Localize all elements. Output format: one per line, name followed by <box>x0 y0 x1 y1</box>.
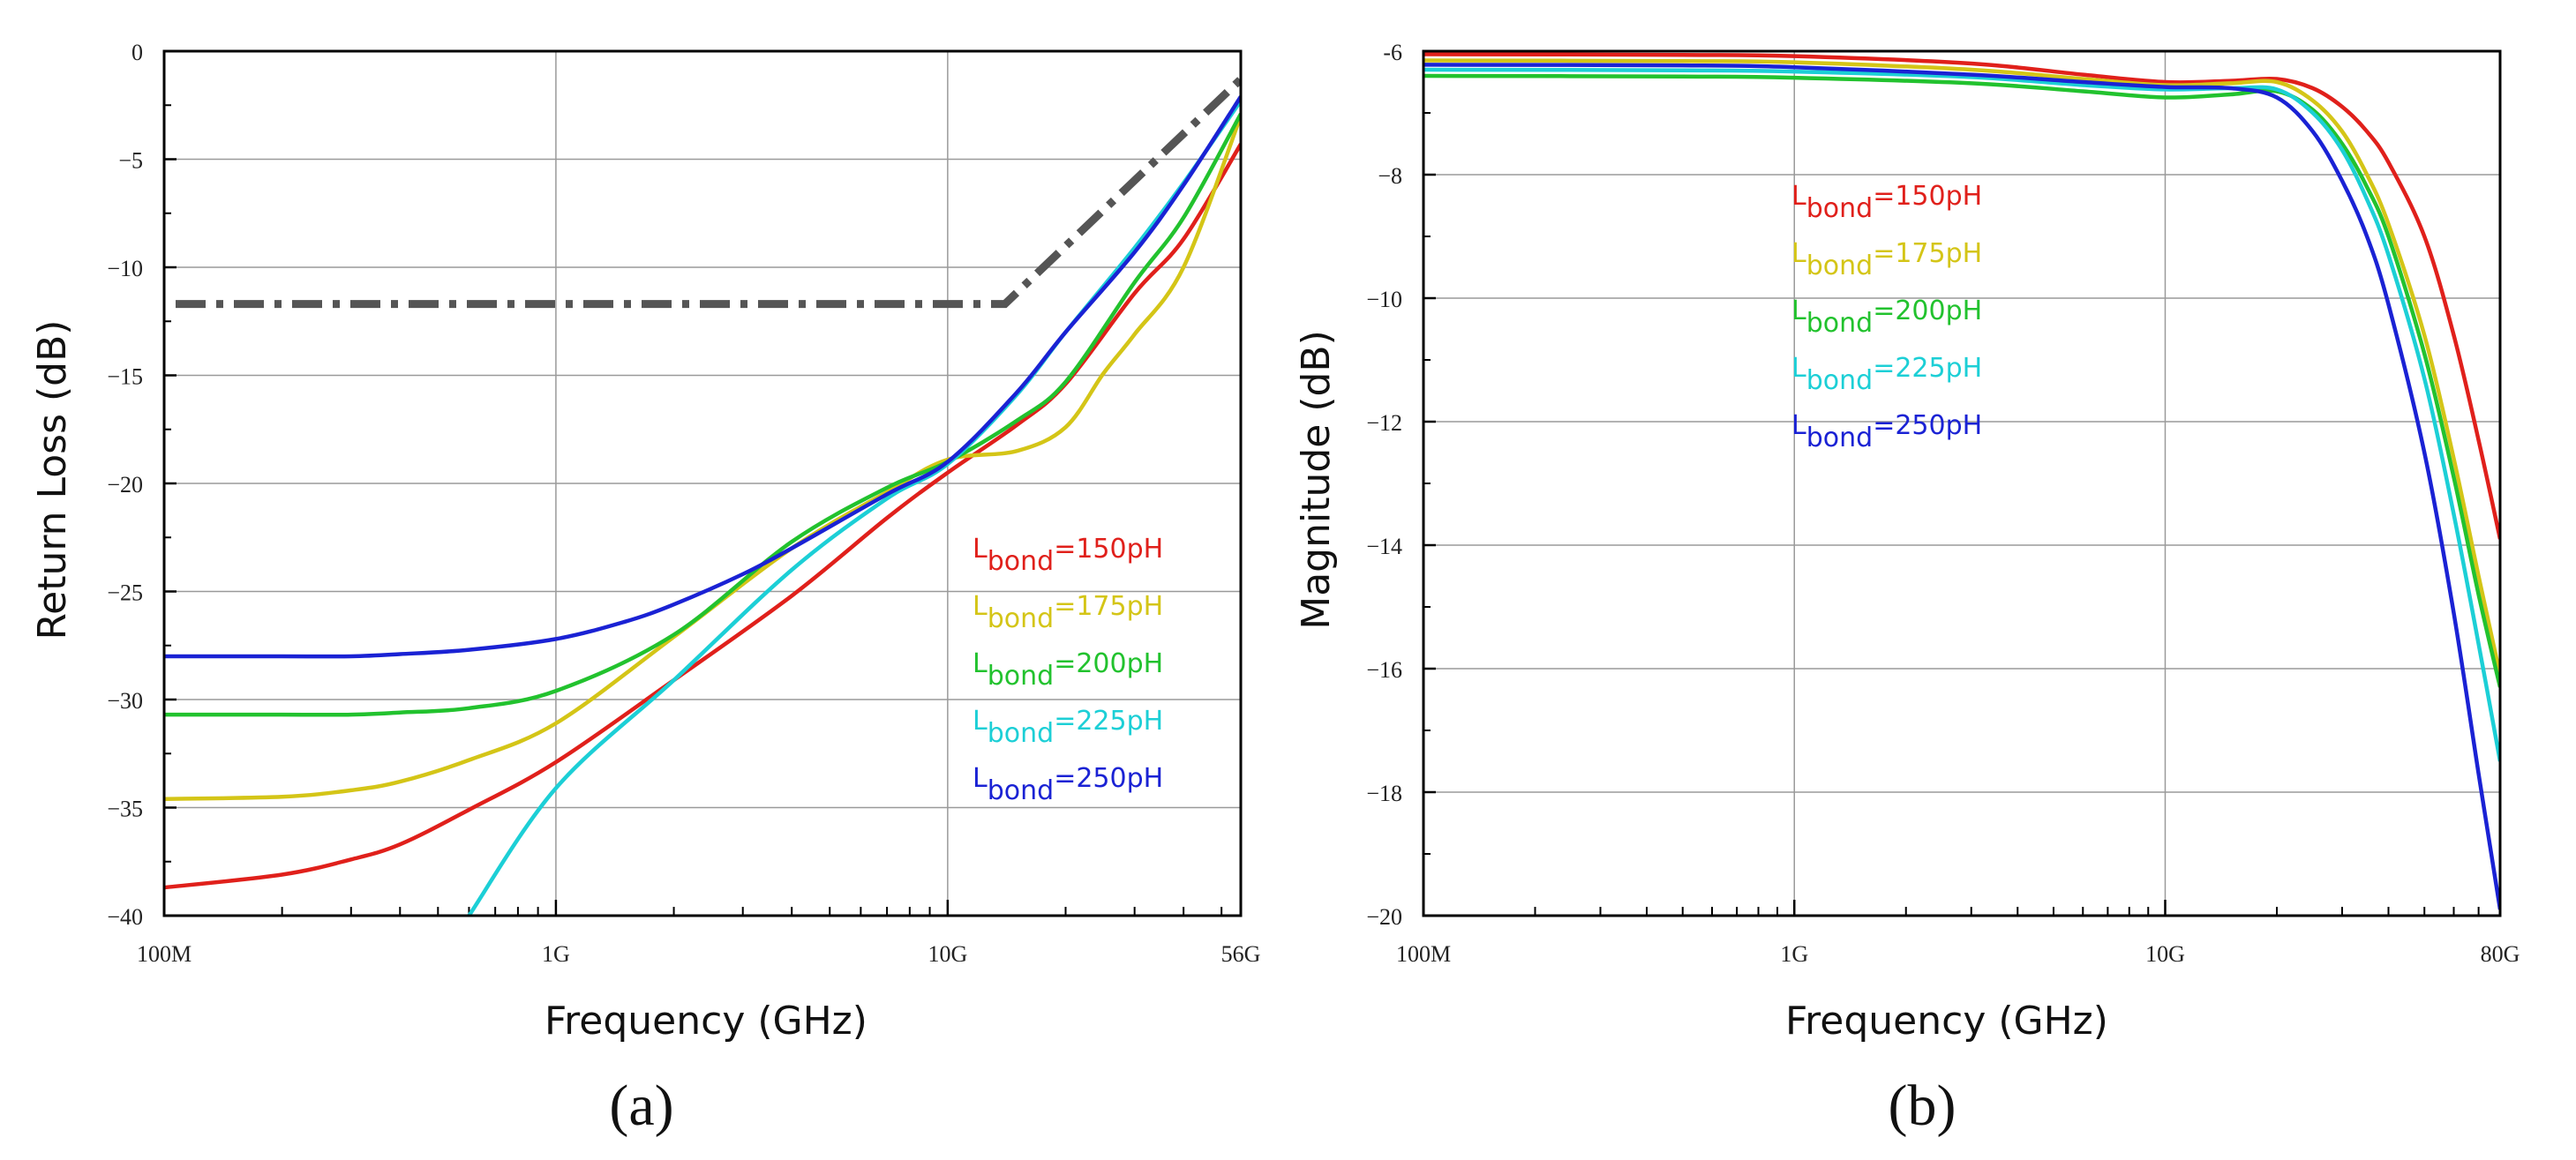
panel-b-x-tick-label: 10G <box>2145 941 2185 967</box>
panel-a-legend-entry-1: Lbond=150pH <box>973 534 1163 577</box>
panel-b-label: (b) <box>1889 1074 1956 1138</box>
panel-a-y-tick-label: −25 <box>107 580 143 606</box>
panel-a-y-tick-label: −10 <box>107 256 143 281</box>
panel-a-x-tick-label: 100M <box>137 941 192 967</box>
panel-b-y-tick-label: −16 <box>1366 657 1402 683</box>
panel-a-spec-mask-line <box>176 76 1241 309</box>
panel-b-y-tick-label: −14 <box>1366 534 1402 559</box>
panel-a-x-axis-label: Frequency (GHz) <box>544 999 867 1044</box>
panel-b-legend-entry-1: Lbond=150pH <box>1791 181 1982 224</box>
panel-a-return-loss-chart: Frequency (GHz) Return Loss (dB) (a) 100… <box>30 40 1260 1138</box>
panel-a-x-tick-label: 10G <box>928 941 967 967</box>
panel-a-series-line-5 <box>164 95 1241 659</box>
panel-b-magnitude-chart: Frequency (GHz) Magnitude (dB) (b) 100M 1… <box>1294 40 2520 1138</box>
panel-b-legend-entry-2: Lbond=175pH <box>1791 238 1982 281</box>
panel-a-label: (a) <box>609 1074 673 1138</box>
panel-b-legend-entry-3: Lbond=200pH <box>1791 296 1982 339</box>
panel-b-x-tick-label: 1G <box>1780 941 1808 967</box>
panel-a-legend-entry-3: Lbond=200pH <box>973 648 1163 692</box>
panel-b-x-axis-label: Frequency (GHz) <box>1785 999 2108 1044</box>
panel-b-series-line-5 <box>1423 63 2500 910</box>
panel-b-legend-entry-4: Lbond=225pH <box>1791 353 1982 396</box>
panel-a-legend-entry-4: Lbond=225pH <box>973 706 1163 749</box>
panel-a-series-line-2 <box>164 115 1241 801</box>
panel-b-y-axis-label: Magnitude (dB) <box>1294 330 1339 630</box>
panel-a-y-tick-label: −30 <box>107 688 143 714</box>
panel-b-y-tick-label: -6 <box>1383 40 1402 65</box>
panel-a-plot-frame <box>162 49 1243 917</box>
panel-a-y-tick-label: −5 <box>118 148 143 174</box>
panel-a-series-line-3 <box>164 113 1241 717</box>
panel-b-series-line-1 <box>1423 52 2500 540</box>
panel-b-x-tick-label: 100M <box>1396 941 1451 967</box>
panel-b-plot-area <box>1423 52 2500 910</box>
panel-a-y-tick-label: −15 <box>107 364 143 390</box>
panel-a-plot-area <box>164 76 1241 916</box>
panel-b-series-line-3 <box>1423 73 2500 688</box>
panel-a-y-tick-label: −40 <box>107 904 143 930</box>
panel-a-series-line-1 <box>164 143 1241 890</box>
panel-a-legend-entry-2: Lbond=175pH <box>973 591 1163 634</box>
panel-a-y-axis-label: Return Loss (dB) <box>30 320 75 640</box>
panel-b-y-tick-label: −12 <box>1366 410 1402 436</box>
panel-a-y-tick-label: −20 <box>107 472 143 498</box>
panel-b-series-line-4 <box>1423 67 2500 762</box>
panel-b-series-line-2 <box>1423 58 2500 676</box>
panel-b-plot-frame <box>1422 49 2502 917</box>
panel-b-y-tick-label: −20 <box>1366 904 1402 930</box>
panel-b-y-tick-label: −18 <box>1366 781 1402 806</box>
panel-b-y-tick-label: −10 <box>1366 287 1402 312</box>
panel-a-legend-entry-5: Lbond=250pH <box>973 763 1163 806</box>
panel-a-x-tick-label: 1G <box>542 941 570 967</box>
panel-b-legend-entry-5: Lbond=250pH <box>1791 410 1982 453</box>
panel-b-y-tick-label: −8 <box>1378 163 1402 189</box>
panel-a-x-tick-label: 56G <box>1221 941 1261 967</box>
panel-a-y-tick-label: 0 <box>131 40 143 65</box>
panel-b-x-tick-label: 80G <box>2481 941 2520 967</box>
panel-a-y-tick-label: −35 <box>107 797 143 822</box>
